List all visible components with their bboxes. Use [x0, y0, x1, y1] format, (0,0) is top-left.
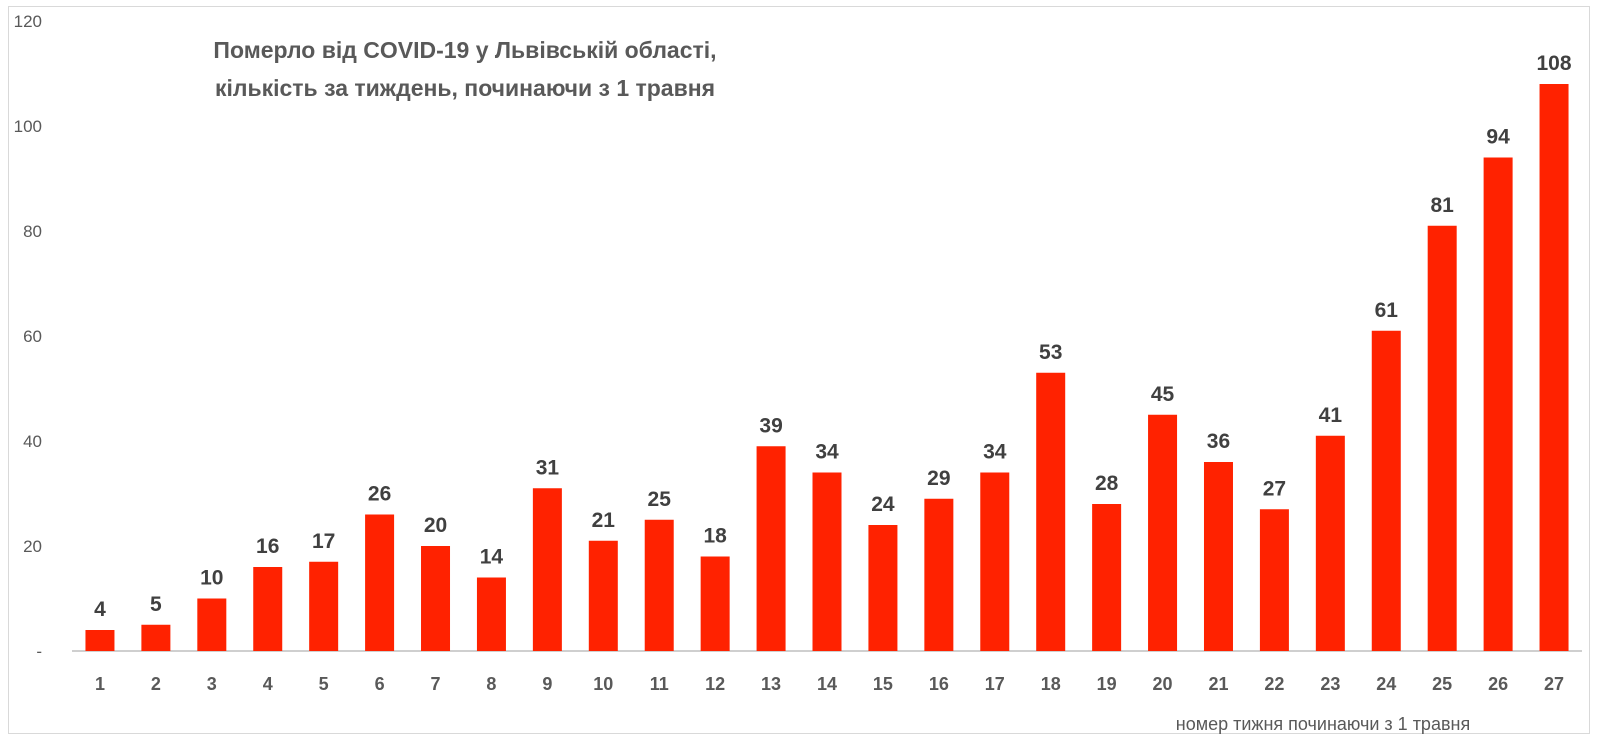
bar — [1315, 435, 1345, 651]
x-tick-label: 16 — [929, 674, 949, 694]
bar — [588, 540, 618, 651]
bar — [980, 472, 1010, 651]
bars — [85, 84, 1569, 651]
data-label: 36 — [1207, 430, 1230, 453]
data-label: 24 — [871, 493, 895, 516]
data-label: 10 — [200, 567, 223, 590]
data-label: 28 — [1095, 472, 1119, 495]
bar — [85, 630, 115, 651]
data-label: 20 — [424, 514, 447, 537]
data-label: 27 — [1263, 477, 1286, 500]
data-label: 41 — [1319, 404, 1343, 427]
x-tick-label: 2 — [151, 674, 161, 694]
bar — [476, 577, 506, 651]
bar — [868, 525, 898, 651]
x-tick-label: 3 — [207, 674, 217, 694]
bar — [141, 624, 171, 651]
x-tick-label: 9 — [542, 674, 552, 694]
x-tick-label: 1 — [95, 674, 105, 694]
x-tick-label: 25 — [1432, 674, 1452, 694]
x-tick-label: 14 — [817, 674, 837, 694]
x-tick-label: 4 — [263, 674, 273, 694]
bar — [1539, 84, 1569, 651]
bar — [756, 446, 786, 651]
x-tick-label: 21 — [1208, 674, 1228, 694]
data-label: 18 — [703, 525, 727, 548]
data-label: 53 — [1039, 341, 1062, 364]
y-tick-label: 120 — [14, 12, 42, 31]
x-axis-title: номер тижня починаючи з 1 травня — [1176, 714, 1470, 734]
bar — [197, 598, 227, 651]
x-tick-label: 27 — [1544, 674, 1564, 694]
x-tick-label: 19 — [1097, 674, 1117, 694]
data-label: 39 — [759, 414, 782, 437]
bar — [644, 519, 674, 651]
bar — [1036, 372, 1066, 651]
x-tick-label: 18 — [1041, 674, 1061, 694]
bar — [1203, 462, 1233, 651]
x-tick-label: 7 — [431, 674, 441, 694]
x-tick-label: 6 — [375, 674, 385, 694]
bar — [924, 498, 954, 651]
data-label: 29 — [927, 467, 950, 490]
y-tick-label: - — [36, 642, 42, 661]
x-tick-label: 5 — [319, 674, 329, 694]
x-tick-label: 20 — [1153, 674, 1173, 694]
bar — [309, 561, 339, 651]
bar — [253, 567, 283, 651]
x-tick-label: 24 — [1376, 674, 1396, 694]
bar — [365, 514, 395, 651]
chart-title-line-2: кількість за тиждень, починаючи з 1 трав… — [215, 75, 715, 101]
bar — [1092, 504, 1122, 651]
data-label: 81 — [1431, 194, 1455, 217]
y-tick-label: 60 — [23, 327, 42, 346]
x-tick-label: 23 — [1320, 674, 1340, 694]
x-tick-label: 26 — [1488, 674, 1508, 694]
x-tick-label: 8 — [486, 674, 496, 694]
chart-title: Померло від COVID-19 у Львівській област… — [213, 37, 716, 101]
data-label: 25 — [648, 488, 672, 511]
x-tick-label: 15 — [873, 674, 893, 694]
y-tick-label: 80 — [23, 222, 42, 241]
y-axis-ticks: - 20 40 60 80 100 120 — [14, 12, 42, 661]
chart-title-line-1: Померло від COVID-19 у Львівській област… — [213, 37, 716, 63]
bar — [532, 488, 562, 651]
data-label: 26 — [368, 483, 391, 506]
y-tick-label: 20 — [23, 537, 42, 556]
data-label: 17 — [312, 530, 335, 553]
y-tick-label: 40 — [23, 432, 42, 451]
data-label: 31 — [536, 456, 560, 479]
bar — [1371, 330, 1401, 651]
bar — [1148, 414, 1178, 651]
chart-frame — [8, 6, 1590, 734]
x-tick-label: 13 — [761, 674, 781, 694]
data-label: 14 — [480, 546, 504, 569]
data-label: 34 — [983, 441, 1007, 464]
data-label: 4 — [94, 598, 106, 621]
x-tick-label: 11 — [650, 674, 669, 694]
bar — [1427, 225, 1457, 651]
x-tick-label: 10 — [593, 674, 613, 694]
x-tick-label: 22 — [1264, 674, 1284, 694]
x-tick-label: 12 — [705, 674, 725, 694]
data-label: 108 — [1537, 52, 1572, 75]
data-label: 34 — [815, 441, 839, 464]
data-label: 21 — [592, 509, 616, 532]
y-tick-label: 100 — [14, 117, 42, 136]
data-label: 45 — [1151, 383, 1175, 406]
bar — [421, 546, 451, 651]
bar — [1483, 157, 1513, 651]
data-label: 61 — [1375, 299, 1399, 322]
bar — [700, 556, 730, 651]
x-axis-ticks: 1 2 3 4 5 6 7 8 9 10 11 12 13 14 15 16 17 18 19 20 21 22 23 24 2… — [95, 674, 1564, 694]
data-label: 16 — [256, 535, 279, 558]
data-label: 5 — [150, 593, 162, 616]
data-label: 94 — [1486, 126, 1510, 149]
bar — [812, 472, 842, 651]
bar — [1259, 509, 1289, 651]
x-tick-label: 17 — [985, 674, 1005, 694]
